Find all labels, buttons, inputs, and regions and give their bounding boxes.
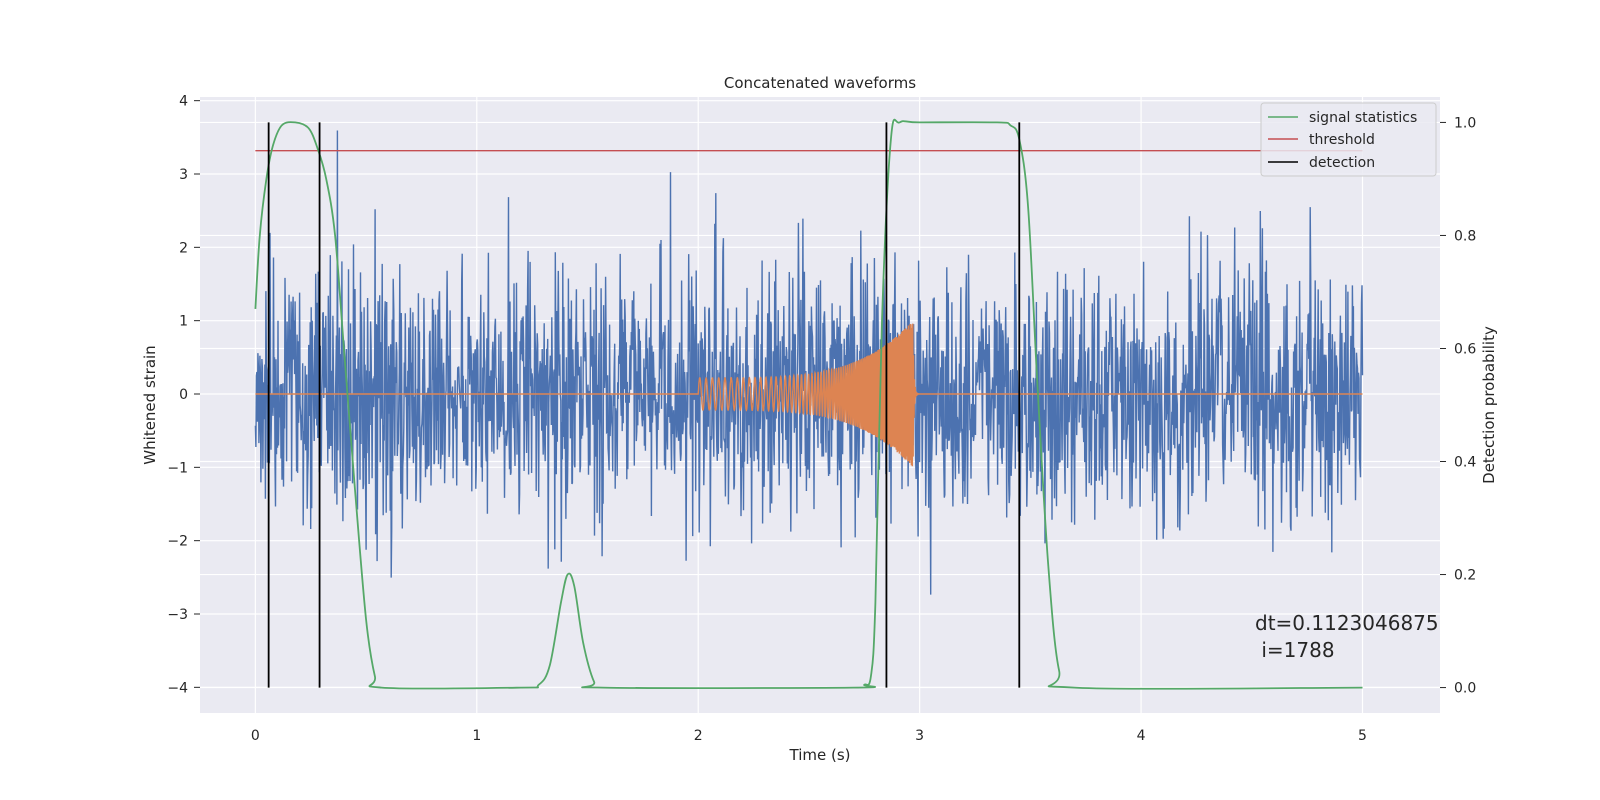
x-tick-label: 3 bbox=[915, 728, 924, 744]
y-tick-label: 1 bbox=[179, 314, 188, 330]
x-ticks: 0 1 2 3 4 5 bbox=[251, 728, 1367, 744]
x-axis-label: Time (s) bbox=[789, 746, 851, 764]
y2-axis-label: Detection probability bbox=[1480, 326, 1498, 484]
x-tick-label: 1 bbox=[472, 728, 481, 744]
legend-label-signal-statistics: signal statistics bbox=[1309, 110, 1417, 126]
y-tick-label: 4 bbox=[179, 94, 188, 110]
y2-tick-label: 1.0 bbox=[1454, 115, 1476, 131]
annotation-i: i=1788 bbox=[1255, 638, 1335, 662]
noise-series-line bbox=[254, 130, 1364, 595]
y2-tick-label: 0.4 bbox=[1454, 455, 1476, 471]
x-tick-label: 0 bbox=[251, 728, 260, 744]
series-layer bbox=[254, 118, 1364, 690]
y2-ticks: 0.0 0.2 0.4 0.6 0.8 1.0 bbox=[1440, 115, 1476, 697]
x-tick-label: 4 bbox=[1137, 728, 1146, 744]
x-tick-label: 2 bbox=[694, 728, 703, 744]
signal-statistics-line bbox=[254, 118, 1363, 690]
x-tick-label: 5 bbox=[1358, 728, 1367, 744]
y-tick-label: −2 bbox=[167, 534, 188, 550]
y-tick-label: −3 bbox=[167, 607, 188, 623]
legend-label-threshold: threshold bbox=[1309, 132, 1375, 148]
y-tick-label: −1 bbox=[167, 460, 188, 476]
legend-label-detection: detection bbox=[1309, 155, 1375, 171]
y-tick-label: −4 bbox=[167, 680, 188, 696]
y2-tick-label: 0.6 bbox=[1454, 341, 1476, 357]
y-axis-label: Whitened strain bbox=[141, 345, 159, 464]
y2-tick-label: 0.0 bbox=[1454, 681, 1476, 697]
y2-tick-label: 0.8 bbox=[1454, 228, 1476, 244]
y-tick-label: 0 bbox=[179, 387, 188, 403]
annotation-dt: dt=0.1123046875 bbox=[1255, 611, 1439, 635]
y-ticks: −4 −3 −2 −1 0 1 2 3 4 bbox=[167, 94, 200, 696]
legend-box bbox=[1260, 102, 1437, 177]
y2-tick-label: 0.2 bbox=[1454, 568, 1476, 584]
chart-title: Concatenated waveforms bbox=[724, 74, 916, 92]
template-series-line bbox=[255, 323, 1363, 467]
y-tick-label: 2 bbox=[179, 240, 188, 256]
legend: signal statistics threshold detection bbox=[1260, 102, 1437, 177]
y-tick-label: 3 bbox=[179, 167, 188, 183]
